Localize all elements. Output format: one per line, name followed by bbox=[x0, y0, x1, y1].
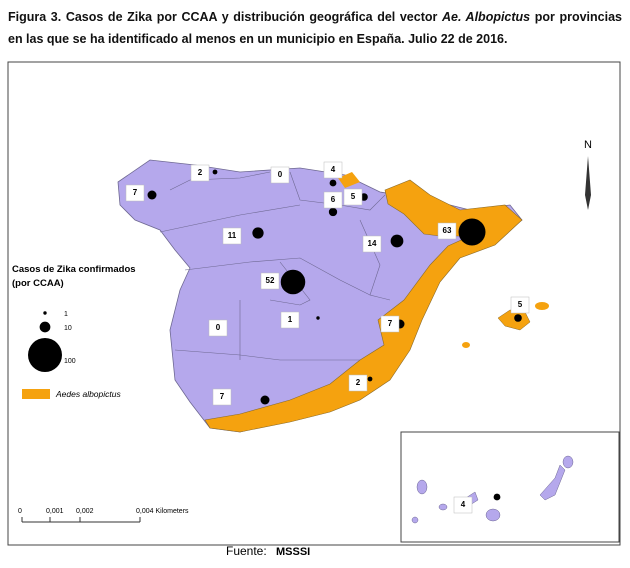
legend-size-label: 1 bbox=[64, 311, 68, 318]
vector-area-north bbox=[338, 172, 360, 188]
case-label: 6 bbox=[331, 195, 336, 204]
case-circle bbox=[328, 207, 338, 217]
case-circle bbox=[458, 218, 486, 246]
scale-label: 0,002 bbox=[76, 508, 94, 515]
scale-label: 0,001 bbox=[46, 508, 64, 515]
case-label: 7 bbox=[133, 188, 138, 197]
canary-inset bbox=[400, 431, 620, 543]
label-box bbox=[380, 315, 400, 333]
label-box bbox=[362, 235, 382, 253]
case-label: 5 bbox=[518, 300, 523, 309]
case-label: 11 bbox=[228, 231, 237, 240]
map-frame bbox=[7, 61, 621, 546]
label-box bbox=[260, 272, 280, 290]
legend-circle bbox=[28, 338, 62, 372]
balearic-islands bbox=[497, 309, 531, 331]
label-box bbox=[125, 184, 145, 202]
case-label: 7 bbox=[220, 392, 225, 401]
case-label: 0 bbox=[278, 170, 283, 179]
case-circle bbox=[514, 314, 522, 322]
title-rest: por provincias en las que se ha identifi… bbox=[8, 10, 622, 46]
label-box bbox=[343, 188, 363, 206]
label-box bbox=[437, 222, 457, 240]
scale-label: 0 bbox=[18, 508, 22, 515]
legend-size-label: 100 bbox=[64, 358, 76, 365]
legend-circle bbox=[43, 311, 47, 315]
legend-title: (por CCAA) bbox=[12, 278, 64, 289]
case-label: 7 bbox=[388, 319, 393, 328]
case-circle bbox=[329, 179, 337, 187]
scale-label: 0,004 Kilometers bbox=[136, 508, 189, 515]
canary-islands bbox=[411, 455, 574, 524]
island bbox=[535, 302, 549, 310]
case-circle bbox=[252, 227, 264, 239]
label-box bbox=[510, 296, 530, 314]
legend-swatch bbox=[22, 389, 50, 399]
title: Figura 3. Casos de Zika por CCAA y distr… bbox=[8, 6, 622, 50]
case-circle bbox=[147, 190, 157, 200]
label-box bbox=[212, 388, 232, 406]
label-box bbox=[453, 496, 473, 514]
title-italic: Ae. Albopictus bbox=[441, 10, 531, 24]
case-circle bbox=[493, 493, 501, 501]
legend-title: Casos de Zika confirmados bbox=[12, 264, 136, 275]
label-box bbox=[222, 227, 242, 245]
case-label: 5 bbox=[351, 192, 356, 201]
label-box bbox=[280, 311, 300, 329]
case-label: 2 bbox=[356, 378, 361, 387]
case-circle bbox=[316, 316, 320, 320]
island bbox=[462, 342, 470, 348]
label-box bbox=[323, 161, 343, 179]
case-circle bbox=[367, 376, 373, 382]
north-arrow bbox=[585, 156, 591, 210]
case-label: 63 bbox=[443, 226, 452, 235]
case-circle bbox=[212, 169, 218, 175]
case-label: 52 bbox=[266, 276, 275, 285]
label-box bbox=[190, 164, 210, 182]
case-circle bbox=[260, 395, 270, 405]
case-label: 1 bbox=[288, 315, 293, 324]
legend-vector: Aedes albopictus bbox=[55, 389, 121, 399]
case-label: 0 bbox=[216, 323, 221, 332]
north-label: N bbox=[584, 139, 592, 151]
case-label: 14 bbox=[368, 239, 377, 248]
legend-size-label: 10 bbox=[64, 325, 72, 332]
title-text: Figura 3. Casos de Zika por CCAA y distr… bbox=[8, 10, 442, 24]
label-box bbox=[270, 166, 290, 184]
label-box bbox=[348, 374, 368, 392]
label-box bbox=[323, 191, 343, 209]
label-box bbox=[208, 319, 228, 337]
case-label: 4 bbox=[331, 165, 336, 174]
legend-circle bbox=[39, 321, 51, 333]
source-label: Fuente: bbox=[226, 544, 267, 558]
case-circle bbox=[280, 269, 306, 295]
source: MSSSI bbox=[276, 546, 310, 558]
case-circle bbox=[390, 234, 404, 248]
case-label: 2 bbox=[198, 168, 203, 177]
case-label: 4 bbox=[461, 500, 466, 509]
